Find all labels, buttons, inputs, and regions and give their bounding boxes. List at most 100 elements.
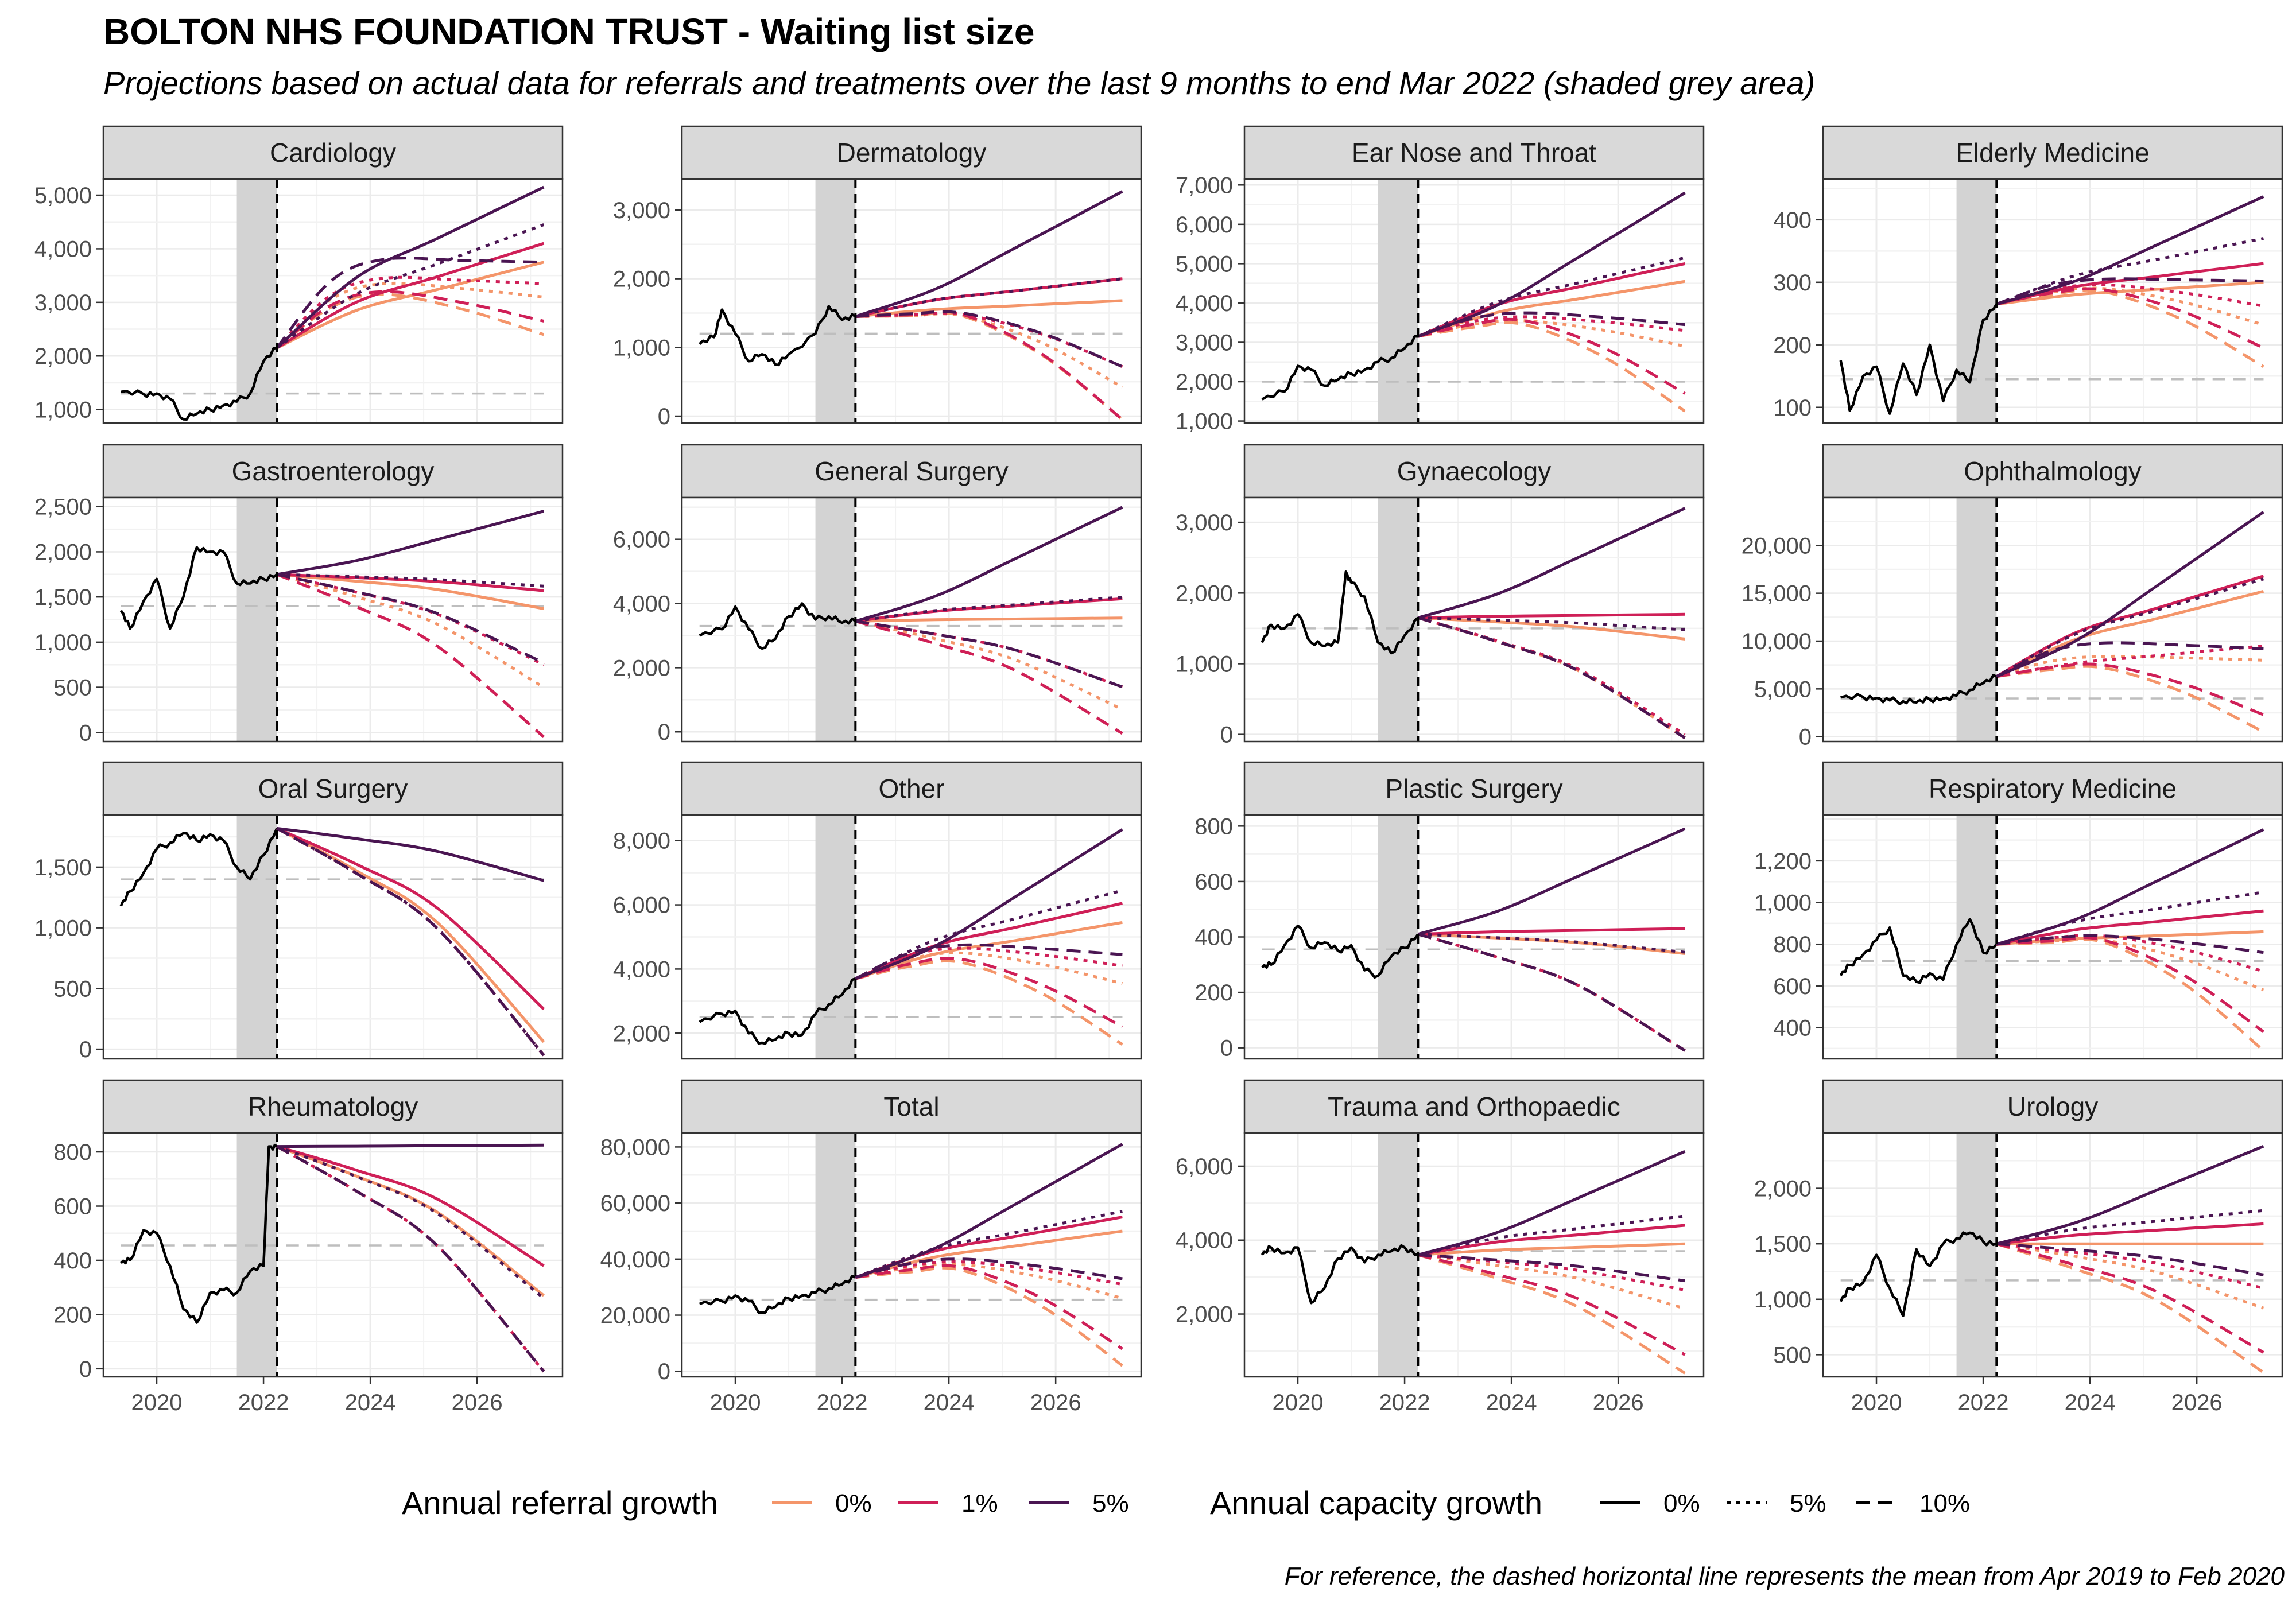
y-tick-label: 1,500 [1754, 1232, 1812, 1257]
panel-title: Urology [2007, 1092, 2099, 1121]
panel-title: Gastroenterology [232, 456, 435, 486]
projection-line-ref-5pct-cap-5pct [1418, 933, 1685, 954]
projection-line-ref-5pct-cap-5pct [855, 595, 1123, 623]
shaded-period [236, 179, 277, 423]
panel-oral-surgery: Oral Surgery 0 500 1,000 1,500 [34, 761, 564, 1062]
projection-line-ref-1pct-cap-0pct [1996, 1222, 2264, 1245]
y-tick-label: 0 [79, 720, 92, 746]
panel-border [1822, 1132, 2283, 1378]
plot-area [1823, 498, 2282, 742]
y-tick-label: 1,000 [1754, 891, 1812, 916]
projection-line-ref-0pct-cap-0pct [1418, 616, 1685, 641]
panel-title: Trauma and Orthopaedic [1328, 1092, 1620, 1121]
panel-border [1822, 178, 2283, 424]
projection-line-ref-0pct-cap-5pct [1417, 319, 1685, 348]
shaded-period [1956, 1133, 1997, 1377]
plot-background [1823, 1133, 2282, 1377]
y-tick-label: 1,200 [1754, 849, 1812, 874]
projection-line-ref-0pct-cap-5pct [1996, 654, 2264, 678]
y-tick-label: 2,000 [613, 1021, 670, 1046]
plot-background [1823, 498, 2282, 742]
projection-line-ref-5pct-cap-10pct [855, 310, 1123, 368]
projection-line-ref-5pct-cap-10pct [1417, 311, 1685, 338]
projection-line-ref-1pct-cap-0pct [1417, 262, 1685, 338]
panel-title: Other [878, 774, 944, 804]
projection-line-ref-1pct-cap-0pct [276, 827, 545, 1011]
projection-line-ref-5pct-cap-10pct [276, 1145, 545, 1373]
projection-line-ref-1pct-cap-10pct [1996, 936, 2264, 1033]
projection-line-ref-5pct-cap-5pct [855, 888, 1123, 980]
projection-line-ref-0pct-cap-10pct [855, 959, 1123, 1046]
projection-line-ref-5pct-cap-0pct [1417, 507, 1686, 619]
panel-title: Ear Nose and Throat [1352, 138, 1596, 168]
projection-line-ref-1pct-cap-5pct [1996, 934, 2264, 973]
y-tick-label: 200 [1773, 333, 1812, 358]
projection-line-ref-0pct-cap-5pct [1996, 1242, 2264, 1310]
projection-line-ref-5pct-cap-0pct [855, 1143, 1123, 1279]
panel-title: Rheumatology [248, 1092, 418, 1121]
plot-area [682, 179, 1141, 423]
legend-referral-label: 1% [961, 1489, 998, 1517]
projection-line-ref-5pct-cap-0pct [855, 506, 1123, 623]
panel-title: Cardiology [270, 138, 396, 168]
projection-line-ref-1pct-cap-0pct [1418, 927, 1685, 936]
plot-background [1244, 179, 1704, 423]
projection-line-ref-1pct-cap-0pct [276, 242, 545, 350]
plot-area [1244, 179, 1704, 423]
y-tick-label: 3,000 [1176, 330, 1233, 355]
projection-line-ref-5pct-cap-5pct [1996, 1209, 2264, 1245]
projection-line-ref-0pct-cap-0pct [276, 261, 545, 350]
projection-line-ref-0pct-cap-5pct [1996, 937, 2264, 992]
y-tick-label: 40,000 [600, 1247, 670, 1272]
panel-title: Gynaecology [1397, 456, 1552, 486]
x-tick-label: 2022 [817, 1390, 868, 1415]
projection-line-ref-1pct-cap-5pct [855, 946, 1123, 980]
actual-series-line [120, 1143, 278, 1324]
projection-line-ref-5pct-cap-5pct [1996, 890, 2264, 946]
panel-title: Oral Surgery [258, 774, 408, 804]
y-tick-label: 0 [79, 1037, 92, 1062]
plot-background [1244, 1133, 1704, 1377]
projection-line-ref-0pct-cap-0pct [277, 573, 544, 611]
panel-border [1243, 1132, 1705, 1378]
x-tick-label: 2026 [1593, 1390, 1644, 1415]
projection-line-ref-1pct-cap-5pct [855, 619, 1123, 689]
projection-line-ref-0pct-cap-0pct [1996, 589, 2264, 678]
shaded-period [1956, 179, 1997, 423]
y-tick-label: 1,000 [34, 398, 92, 423]
panel-title: Dermatology [837, 138, 987, 168]
projection-line-ref-1pct-cap-10pct [1996, 1242, 2264, 1354]
x-tick-label: 2020 [1851, 1390, 1902, 1415]
panel-title: General Surgery [815, 456, 1009, 486]
projection-line-ref-1pct-cap-5pct [276, 275, 544, 349]
x-tick-label: 2022 [238, 1390, 289, 1415]
projection-line-ref-5pct-cap-5pct [1996, 237, 2264, 306]
panel-total: Total 0 20,000 40,000 60,000 80,000 2020 2022 20… [600, 1079, 1142, 1415]
plot-background [1823, 179, 2282, 423]
projection-line-ref-5pct-cap-0pct [1417, 827, 1686, 936]
y-tick-label: 4,000 [613, 957, 670, 982]
plot-area [682, 815, 1141, 1059]
y-tick-label: 2,000 [613, 655, 670, 681]
y-tick-label: 2,000 [34, 344, 92, 369]
projection-line-ref-5pct-cap-10pct [1996, 641, 2264, 678]
projection-line-ref-0pct-cap-10pct [1996, 665, 2264, 733]
projection-line-ref-1pct-cap-0pct [1417, 1224, 1685, 1256]
projection-line-ref-1pct-cap-0pct [855, 902, 1123, 980]
plot-area [1823, 1133, 2282, 1377]
projection-line-ref-5pct-cap-0pct [276, 185, 545, 350]
projection-line-ref-0pct-cap-10pct [1996, 1242, 2264, 1374]
projection-line-ref-1pct-cap-10pct [1996, 287, 2264, 350]
panel-cardiology: Cardiology 1,000 2,000 3,000 4,000 5,000 [34, 125, 564, 424]
panel-other: Other 2,000 4,000 6,000 8,000 [613, 761, 1142, 1060]
projection-line-ref-5pct-cap-10pct [1996, 1242, 2264, 1276]
shaded-period [1378, 1133, 1418, 1377]
plot-area [682, 1133, 1141, 1377]
projection-line-ref-5pct-cap-0pct [1417, 1150, 1686, 1256]
y-tick-label: 800 [1194, 814, 1233, 839]
panel-strip [1243, 444, 1705, 499]
projection-line-ref-0pct-cap-10pct [1417, 1253, 1686, 1375]
projection-line-ref-5pct-cap-10pct [1417, 616, 1686, 739]
panel-strip [1822, 761, 2283, 816]
projection-line-ref-5pct-cap-0pct [276, 510, 545, 576]
